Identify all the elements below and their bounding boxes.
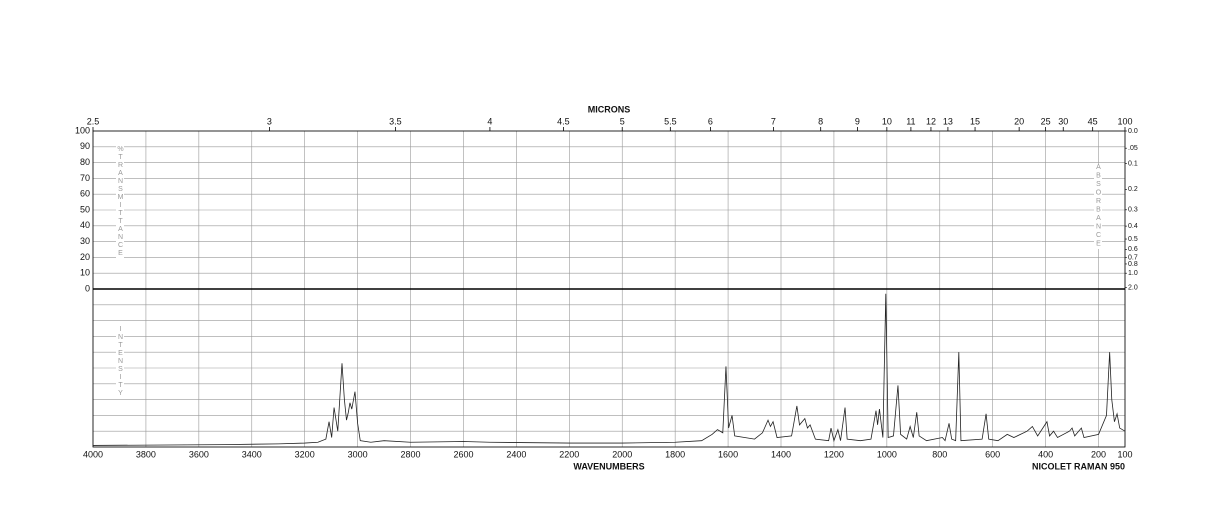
x-tick-label: 3800 bbox=[136, 449, 156, 459]
x-tick-label: 1600 bbox=[718, 449, 738, 459]
microns-tick-label: 5.5 bbox=[664, 116, 677, 126]
microns-tick-label: 4.5 bbox=[557, 116, 570, 126]
microns-tick-label: 45 bbox=[1088, 116, 1098, 126]
x-tick-label: 200 bbox=[1091, 449, 1106, 459]
microns-tick-label: 7 bbox=[771, 116, 776, 126]
y-tick-label: 60 bbox=[80, 189, 90, 199]
y-tick-label: 100 bbox=[75, 125, 90, 135]
microns-tick-label: 15 bbox=[970, 116, 980, 126]
x-tick-label: 3200 bbox=[295, 449, 315, 459]
absorbance-tick-label: 0.3 bbox=[1128, 207, 1138, 214]
microns-tick-label: 4 bbox=[487, 116, 492, 126]
microns-tick-label: 6 bbox=[708, 116, 713, 126]
y-tick-label: 40 bbox=[80, 220, 90, 230]
microns-tick-label: 25 bbox=[1041, 116, 1051, 126]
x-tick-label: 2200 bbox=[559, 449, 579, 459]
microns-tick-label: 30 bbox=[1058, 116, 1068, 126]
microns-label: MICRONS bbox=[588, 104, 631, 114]
absorbance-tick-label: .05 bbox=[1128, 145, 1138, 152]
x-tick-label: 800 bbox=[932, 449, 947, 459]
microns-tick-label: 11 bbox=[906, 116, 915, 126]
x-tick-label: 2000 bbox=[612, 449, 632, 459]
y-tick-label: 70 bbox=[80, 173, 90, 183]
x-tick-label: 2400 bbox=[506, 449, 526, 459]
absorbance-tick-label: 0.8 bbox=[1128, 261, 1138, 268]
microns-tick-label: 20 bbox=[1014, 116, 1024, 126]
x-tick-label: 100 bbox=[1117, 449, 1132, 459]
microns-tick-label: 3 bbox=[267, 116, 272, 126]
x-tick-label: 1000 bbox=[877, 449, 897, 459]
microns-tick-label: 8 bbox=[818, 116, 823, 126]
absorbance-tick-label: 0.6 bbox=[1128, 246, 1138, 253]
x-tick-label: 1200 bbox=[824, 449, 844, 459]
x-tick-label: 4000 bbox=[83, 449, 103, 459]
x-tick-label: 1800 bbox=[665, 449, 685, 459]
absorbance-tick-label: 0.4 bbox=[1128, 223, 1138, 230]
x-tick-label: 3600 bbox=[189, 449, 209, 459]
absorbance-tick-label: 2.0 bbox=[1128, 284, 1138, 291]
microns-tick-label: 12 bbox=[926, 116, 936, 126]
x-axis-label: WAVENUMBERS bbox=[573, 461, 644, 471]
absorbance-tick-label: 1.0 bbox=[1128, 270, 1138, 277]
y-tick-label: 30 bbox=[80, 236, 90, 246]
absorbance-label: ABSORBANCE bbox=[1094, 164, 1102, 249]
absorbance-tick-label: 0.0 bbox=[1128, 128, 1138, 135]
y-tick-label: 0 bbox=[85, 283, 90, 293]
microns-tick-label: 2.5 bbox=[87, 116, 100, 126]
microns-tick-label: 5 bbox=[620, 116, 625, 126]
absorbance-tick-label: 0.2 bbox=[1128, 186, 1138, 193]
microns-tick-label: 10 bbox=[882, 116, 892, 126]
x-tick-label: 1400 bbox=[771, 449, 791, 459]
x-tick-label: 3000 bbox=[348, 449, 368, 459]
y-tick-label: 10 bbox=[80, 268, 90, 278]
y-tick-label: 50 bbox=[80, 204, 90, 214]
x-tick-label: 2800 bbox=[401, 449, 421, 459]
x-tick-label: 400 bbox=[1038, 449, 1053, 459]
y-tick-label: 80 bbox=[80, 157, 90, 167]
absorbance-tick-label: 0.1 bbox=[1128, 160, 1138, 167]
y-tick-label: 90 bbox=[80, 141, 90, 151]
absorbance-tick-label: 0.5 bbox=[1128, 236, 1138, 243]
x-tick-label: 2600 bbox=[453, 449, 473, 459]
intensity-label: INTENSITY bbox=[116, 326, 124, 398]
spectrum-line bbox=[92, 293, 1126, 446]
microns-tick-label: 13 bbox=[943, 116, 953, 126]
microns-tick-label: 9 bbox=[855, 116, 860, 126]
x-tick-label: 600 bbox=[985, 449, 1000, 459]
microns-tick-label: 100 bbox=[1117, 116, 1132, 126]
x-tick-label: 3400 bbox=[242, 449, 262, 459]
instrument-label: NICOLET RAMAN 950 bbox=[1032, 461, 1125, 471]
y-tick-label: 20 bbox=[80, 252, 90, 262]
absorbance-tick-label: 0.7 bbox=[1128, 254, 1138, 261]
y-axis-label: %TRANSMITTANCE bbox=[116, 146, 124, 258]
microns-tick-label: 3.5 bbox=[389, 116, 402, 126]
